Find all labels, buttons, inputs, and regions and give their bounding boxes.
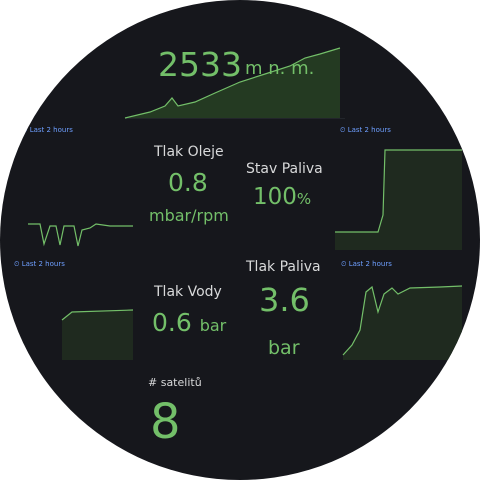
time-range[interactable]: ⏲ Last 2 hours bbox=[341, 260, 392, 268]
fuel-pressure-sparkline bbox=[342, 285, 463, 356]
altitude-value: 2533 bbox=[158, 45, 242, 84]
altitude-line bbox=[124, 47, 341, 119]
fuel-value: 100% bbox=[253, 186, 311, 209]
fuel-pressure-value: 3.6 bbox=[259, 281, 310, 319]
panel-border bbox=[125, 118, 345, 119]
fuel-pressure-label: Tlak Paliva bbox=[246, 259, 321, 275]
fuel-unit: % bbox=[296, 190, 312, 208]
satellites-label: # satelitů bbox=[148, 376, 202, 389]
time-range-text: Last 2 hours bbox=[347, 126, 391, 134]
fuel-sparkline bbox=[335, 149, 462, 233]
water-label: Tlak Vody bbox=[154, 284, 222, 300]
water-number: 0.6 bbox=[152, 308, 192, 337]
fuel-area bbox=[335, 150, 462, 250]
water-unit: bar bbox=[199, 316, 227, 335]
oil-sparkline bbox=[28, 223, 133, 247]
water-area bbox=[62, 310, 133, 360]
oil-value: 0.8 bbox=[168, 168, 208, 197]
altitude-unit: m n. m. bbox=[245, 58, 315, 79]
time-range-text: Last 2 hours bbox=[21, 260, 65, 268]
oil-unit: mbar/rpm bbox=[149, 206, 229, 225]
fuel-label: Stav Paliva bbox=[246, 161, 323, 177]
fuel-number: 100 bbox=[253, 184, 297, 210]
time-range[interactable]: ⏲ Last 2 hours bbox=[22, 126, 73, 134]
altitude-area bbox=[125, 48, 340, 118]
time-range[interactable]: ⏲ Last 2 hours bbox=[340, 126, 391, 134]
time-range-text: Last 2 hours bbox=[348, 260, 392, 268]
satellites-value: 8 bbox=[150, 394, 181, 450]
time-range[interactable]: ⏲ Last 2 hours bbox=[14, 260, 65, 268]
water-sparkline bbox=[61, 309, 134, 321]
oil-label: Tlak Oleje bbox=[154, 144, 224, 160]
fuel-pressure-unit: bar bbox=[268, 337, 300, 359]
time-range-text: Last 2 hours bbox=[29, 126, 73, 134]
water-value: 0.6 bar bbox=[152, 310, 226, 335]
fuel-pressure-area bbox=[343, 286, 462, 360]
